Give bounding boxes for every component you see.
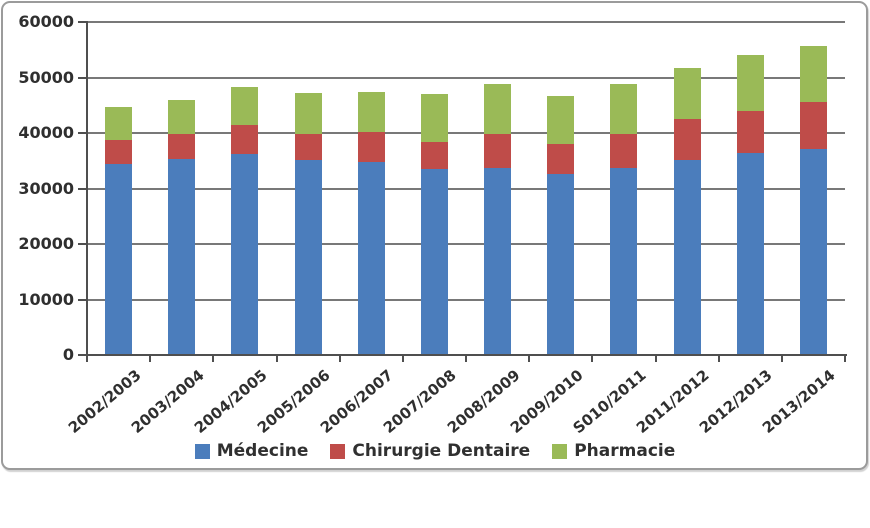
bar-segment-medecine xyxy=(420,168,448,355)
bar-segment-pharmacie xyxy=(420,93,448,142)
bar-segment-pharmacie xyxy=(547,95,575,144)
legend-label-medecine: Médecine xyxy=(216,441,309,461)
bar-segment-medecine xyxy=(294,159,322,355)
legend: Médecine Chirurgie Dentaire Pharmacie xyxy=(0,439,870,463)
y-axis-label: 10000 xyxy=(18,289,74,309)
bar-segment-chirurgie-dentaire xyxy=(610,133,638,168)
x-axis-tick xyxy=(401,355,404,362)
bar-segment-medecine xyxy=(231,153,259,355)
gridline xyxy=(87,21,845,23)
gridline xyxy=(87,298,845,301)
bar-segment-medecine xyxy=(673,160,701,355)
y-axis-label: 30000 xyxy=(18,178,74,198)
chirurgie-dentaire-swatch-icon xyxy=(330,443,346,459)
bar-segment-pharmacie xyxy=(357,91,385,133)
gridline xyxy=(87,76,845,79)
x-axis-tick xyxy=(212,355,215,362)
bar-segment-chirurgie-dentaire xyxy=(799,101,827,150)
bar-segment-pharmacie xyxy=(294,93,322,135)
x-axis-tick xyxy=(528,355,531,362)
bar-segment-chirurgie-dentaire xyxy=(736,111,764,153)
bar-segment-medecine xyxy=(547,174,575,355)
plot-area: 0 10000 20000 30000 40000 50000 60000 2002/2003… xyxy=(18,12,847,437)
pharmacie-swatch-icon xyxy=(552,443,568,459)
bar-segment-medecine xyxy=(610,167,638,355)
bar-segment-chirurgie-dentaire xyxy=(547,143,575,175)
bar-segment-medecine xyxy=(357,161,385,355)
medecine-swatch-icon xyxy=(194,443,210,459)
gridline xyxy=(87,243,845,245)
x-axis-tick xyxy=(780,355,783,362)
bar-segment-pharmacie xyxy=(799,46,827,102)
bar-segment-chirurgie-dentaire xyxy=(357,132,385,162)
bar-segment-chirurgie-dentaire xyxy=(484,133,512,168)
x-axis-tick xyxy=(275,355,278,362)
bar-segment-pharmacie xyxy=(105,106,133,140)
legend-label-chirurgie-dentaire: Chirurgie Dentaire xyxy=(352,441,531,461)
y-axis-tick xyxy=(78,132,86,134)
legend-item-pharmacie: Pharmacie xyxy=(552,441,675,461)
bar-segment-medecine xyxy=(799,149,827,355)
y-axis-label: 20000 xyxy=(18,234,74,253)
y-axis-tick xyxy=(78,21,86,23)
y-axis-tick xyxy=(78,76,86,79)
y-axis-line xyxy=(86,21,88,357)
x-axis-tick xyxy=(338,355,341,362)
x-axis-tick xyxy=(465,355,467,362)
bar-segment-pharmacie xyxy=(736,55,764,112)
x-axis-tick xyxy=(717,355,720,362)
bar-segment-chirurgie-dentaire xyxy=(420,141,448,169)
legend-item-medecine: Médecine xyxy=(194,441,309,461)
bar-segment-chirurgie-dentaire xyxy=(294,134,322,160)
x-axis-tick xyxy=(86,355,88,362)
y-axis-label: 40000 xyxy=(18,123,74,142)
bar-segment-medecine xyxy=(736,152,764,355)
bar-segment-pharmacie xyxy=(610,84,638,134)
y-axis-label: 60000 xyxy=(18,12,74,31)
legend-label-pharmacie: Pharmacie xyxy=(574,441,676,461)
bar-segment-pharmacie xyxy=(231,86,259,125)
bar-segment-medecine xyxy=(168,158,196,355)
bar-segment-medecine xyxy=(105,163,133,355)
x-axis-tick xyxy=(591,355,594,362)
x-axis-tick xyxy=(844,355,846,362)
bar-segment-chirurgie-dentaire xyxy=(673,119,701,161)
y-axis-tick xyxy=(78,298,86,301)
bar-segment-chirurgie-dentaire xyxy=(168,134,196,159)
y-axis-tick xyxy=(78,354,86,356)
gridline xyxy=(87,187,845,190)
y-axis-tick xyxy=(78,243,86,245)
bar-segment-pharmacie xyxy=(673,67,701,120)
bar-segment-chirurgie-dentaire xyxy=(231,124,259,154)
x-axis-tick xyxy=(149,355,152,362)
y-axis-label: 0 xyxy=(62,345,74,364)
bar-segment-medecine xyxy=(484,167,512,355)
y-axis-label: 50000 xyxy=(18,67,74,87)
bar-segment-chirurgie-dentaire xyxy=(105,139,133,164)
legend-item-chirurgie-dentaire: Chirurgie Dentaire xyxy=(330,441,530,461)
x-axis-tick xyxy=(654,355,657,362)
bar-segment-pharmacie xyxy=(484,83,512,134)
y-axis-tick xyxy=(78,187,86,190)
bar-segment-pharmacie xyxy=(168,99,196,135)
gridline xyxy=(87,132,845,134)
